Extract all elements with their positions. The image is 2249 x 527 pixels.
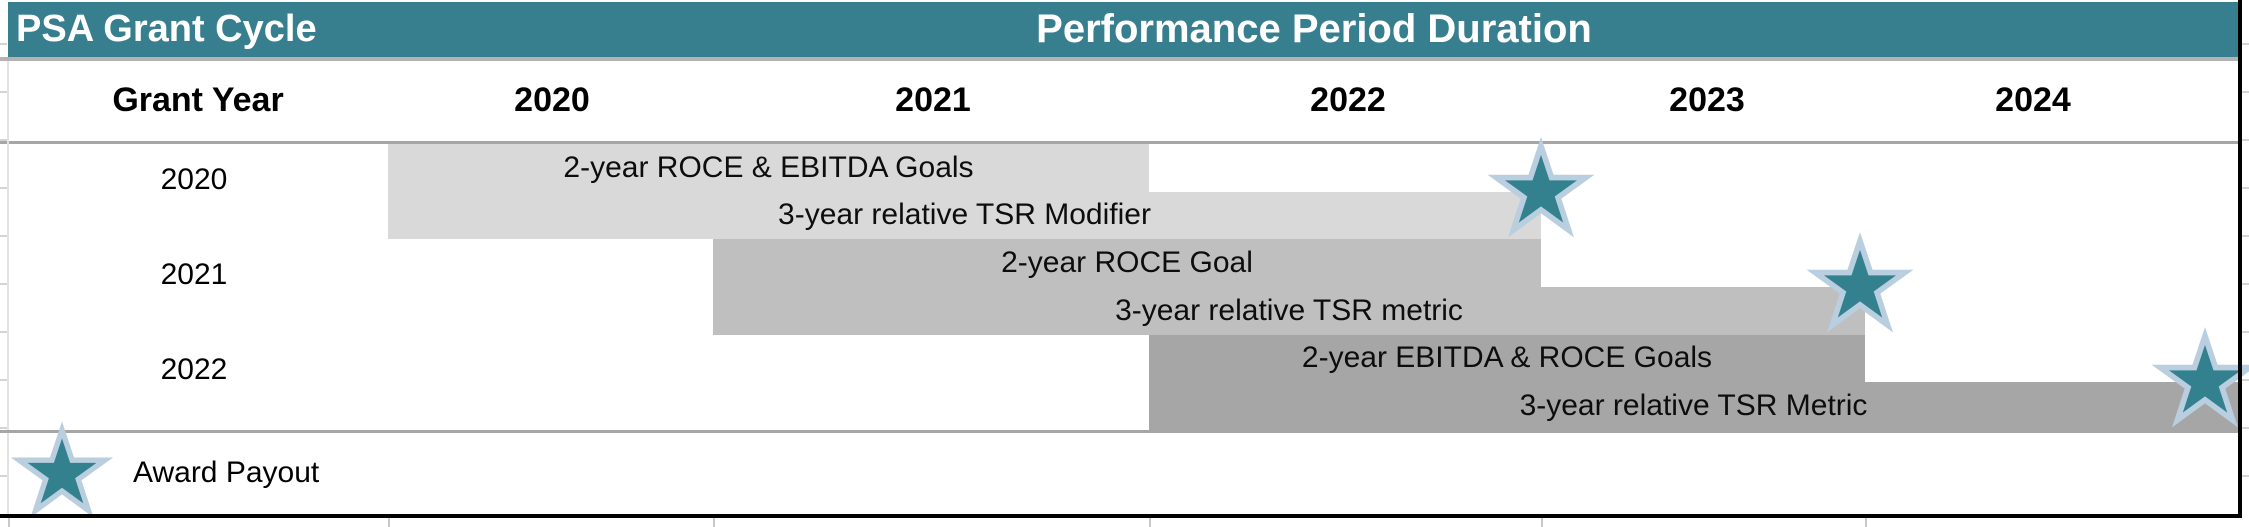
right-gridline-stub xyxy=(2242,139,2249,141)
grant-row-2022: 2022 2-year EBITDA & ROCE Goals 3-year rel… xyxy=(0,327,2249,430)
right-gridline-stub xyxy=(2242,235,2249,237)
performance-period-bar-2022-1of2: 2-year EBITDA & ROCE Goals xyxy=(1149,334,1865,383)
year-axis-label-2021: 2021 xyxy=(895,81,971,119)
grant-year-label-2021: 2021 xyxy=(160,257,228,291)
axis-separator-line xyxy=(0,141,2242,144)
right-gridline-stub xyxy=(2242,331,2249,333)
award-payout-star-icon-2020 xyxy=(1487,136,1595,238)
left-header-title: PSA Grant Cycle xyxy=(16,8,317,50)
right-gridline-stub xyxy=(2242,283,2249,285)
left-gridline-stub xyxy=(0,139,7,141)
left-gridline xyxy=(7,61,9,514)
right-gridline-stub xyxy=(2242,379,2249,381)
left-gridline-stub xyxy=(0,91,7,93)
left-gridline-stub xyxy=(0,379,7,381)
legend-award-payout-star-icon xyxy=(10,421,114,518)
right-gridline-stub xyxy=(2242,187,2249,189)
left-gridline-stub xyxy=(0,187,7,189)
performance-period-bar-2022-2of2: 3-year relative TSR Metric xyxy=(1149,382,2238,430)
gantt-chart-area: 2020 2-year ROCE & EBITDA Goals 3-year rel… xyxy=(0,136,2249,430)
year-axis-label-2023: 2023 xyxy=(1669,81,1745,119)
grant-year-label-2020: 2020 xyxy=(160,162,228,196)
table-header-band: PSA Grant Cycle Performance Period Durat… xyxy=(8,2,2240,57)
bottom-gridline-tick xyxy=(1149,518,1151,527)
grant-row-2020: 2020 2-year ROCE & EBITDA Goals 3-year rel… xyxy=(0,136,2249,240)
right-gridline-stub xyxy=(2242,475,2249,477)
header-separator-line xyxy=(0,57,2242,61)
right-gridline-stub xyxy=(2242,91,2249,93)
left-gridline-stub xyxy=(0,283,7,285)
year-axis-label-2022: 2022 xyxy=(1310,81,1386,119)
year-axis-label-2020: 2020 xyxy=(514,81,590,119)
performance-period-bar-2021-2of2: 3-year relative TSR metric xyxy=(713,286,1865,335)
chart-title: Performance Period Duration xyxy=(1036,7,1592,51)
bottom-gridline-tick xyxy=(1541,518,1543,527)
left-gridline-stub xyxy=(0,331,7,333)
table-bottom-border xyxy=(0,514,2242,518)
year-axis-label-2024: 2024 xyxy=(1995,81,2071,119)
left-gridline-stub xyxy=(0,235,7,237)
year-axis-row: Grant Year 2020 2021 2022 2023 2024 xyxy=(0,61,2238,141)
award-payout-star-icon-2021 xyxy=(1806,232,1914,333)
left-gridline-stub xyxy=(0,43,7,45)
left-gridline-stub xyxy=(0,427,7,429)
performance-period-bar-2020-2of2: 3-year relative TSR Modifier xyxy=(388,191,1541,240)
award-payout-star-icon-2022 xyxy=(2151,327,2249,428)
grant-year-column-header: Grant Year xyxy=(112,81,284,119)
bottom-gridline-tick xyxy=(388,518,390,527)
legend-label: Award Payout xyxy=(133,456,320,489)
right-gridline-stub xyxy=(2242,427,2249,429)
legend-row: Award Payout xyxy=(0,421,2238,518)
bottom-gridline-tick xyxy=(713,518,715,527)
left-gridline-stub xyxy=(0,475,7,477)
performance-period-bar-2021-1of2: 2-year ROCE Goal xyxy=(713,239,1541,287)
bottom-gridline-tick xyxy=(8,518,10,527)
bottom-gridline-tick xyxy=(1865,518,1867,527)
grant-year-label-2022: 2022 xyxy=(160,353,228,387)
performance-period-bar-2020-1of2: 2-year ROCE & EBITDA Goals xyxy=(388,144,1149,192)
right-gridline-stub xyxy=(2242,43,2249,45)
table-right-border xyxy=(2238,0,2242,518)
grant-row-2021: 2021 2-year ROCE Goal 3-year relative TSR … xyxy=(0,232,2249,335)
chart-bottom-separator-line xyxy=(0,430,2242,433)
